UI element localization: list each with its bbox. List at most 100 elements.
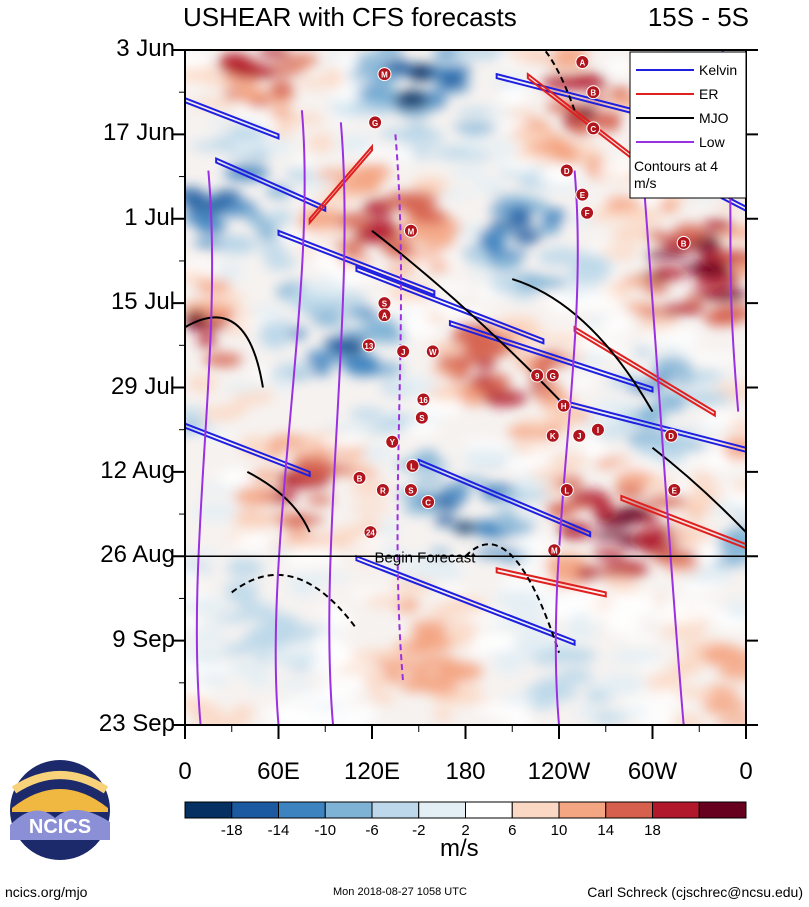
shear-cell [686, 380, 713, 390]
shear-cell [285, 551, 312, 569]
shear-cell [198, 715, 237, 725]
legend-low-label: Low [699, 134, 726, 150]
shear-cell [349, 589, 387, 598]
legend: Kelvin ER MJO Low Contours at 4 m/s [629, 51, 747, 199]
shear-cell [223, 660, 264, 676]
shear-cell [509, 332, 543, 347]
shear-cell [682, 624, 707, 635]
storm-marker: C [421, 495, 436, 510]
shear-cell [671, 716, 709, 725]
shear-cell [264, 648, 312, 665]
shear-cell [185, 569, 204, 582]
shear-cell [428, 604, 461, 620]
storm-marker: S [377, 296, 392, 311]
shear-cell [640, 403, 686, 413]
shear-cell [576, 291, 623, 312]
shear-cell [258, 321, 286, 331]
shear-cell [328, 710, 373, 722]
shear-cell [452, 521, 478, 534]
storm-marker: G [368, 115, 383, 130]
contour-er [495, 567, 607, 598]
shear-cell [434, 146, 472, 160]
colorbar-swatch [371, 801, 420, 819]
shear-cell [232, 705, 256, 719]
shear-cell [699, 354, 739, 363]
shear-cell [327, 641, 349, 651]
colorbar-swatch [605, 801, 653, 819]
footer-url[interactable]: ncics.org/mjo [5, 884, 88, 900]
shear-cell [347, 308, 369, 319]
shear-cell [643, 673, 683, 691]
shear-cell [481, 390, 528, 407]
shear-cell [185, 597, 229, 615]
contour-mjo [185, 316, 264, 388]
storm-label: 16 [419, 396, 428, 405]
legend-mjo-label: MJO [699, 110, 729, 126]
shear-cell [309, 532, 347, 547]
shear-cell [412, 475, 447, 485]
shear-cell [528, 277, 569, 290]
shear-cell [439, 72, 466, 89]
colorbar-swatch [652, 801, 700, 819]
shear-cell [541, 208, 567, 224]
shear-cell [451, 122, 499, 131]
storm-label: M [381, 71, 388, 80]
storm-marker: B [586, 85, 601, 100]
shear-cell [645, 477, 675, 494]
shear-cell [661, 304, 706, 315]
storm-marker: D [559, 163, 574, 178]
shear-cell [500, 158, 541, 172]
shear-cell [369, 692, 397, 705]
shear-cell [634, 409, 665, 428]
shear-cell [663, 600, 688, 611]
shear-cell [463, 439, 508, 450]
shear-cell [426, 261, 450, 272]
x-tick-label: 60W [627, 758, 678, 785]
storm-marker: F [580, 205, 595, 220]
shear-cell [305, 349, 338, 367]
shear-cell [328, 343, 351, 354]
shear-cell [341, 422, 374, 431]
contour-low [554, 170, 579, 725]
legend-kelvin-label: Kelvin [699, 62, 737, 78]
colorbar-tick-label: 2 [461, 822, 470, 839]
region-label: 15S - 5S [647, 2, 749, 32]
colorbar [184, 801, 747, 819]
chart-title: USHEAR with CFS forecasts [183, 2, 517, 32]
colorbar-tick-label: 14 [597, 822, 615, 839]
storm-label: D [564, 167, 570, 176]
shear-cell [203, 353, 243, 367]
shear-cell [225, 402, 250, 414]
shear-cell [455, 107, 493, 117]
storm-label: A [382, 312, 388, 321]
shear-cell [248, 670, 271, 688]
shear-cell [198, 618, 231, 627]
storm-marker: 16 [416, 392, 431, 407]
shear-cell [249, 307, 287, 318]
y-tick-label: 26 Aug [100, 541, 175, 569]
storm-label: J [577, 432, 581, 441]
shear-cell [243, 209, 264, 220]
shear-cell [470, 271, 500, 280]
shear-cell [598, 160, 634, 180]
shear-cell [389, 147, 415, 162]
storm-marker: 24 [363, 525, 378, 540]
shear-cell [580, 437, 603, 453]
storm-marker: I [590, 422, 605, 437]
shear-cell [482, 140, 516, 151]
shear-cell [706, 643, 742, 662]
contour-low [328, 122, 346, 725]
shear-cell [501, 490, 550, 502]
x-tick-label: 60E [257, 758, 300, 785]
shear-cell [394, 554, 432, 566]
y-tick-label: 3 Jun [116, 35, 175, 62]
shear-cell [651, 266, 687, 280]
shear-cell [374, 656, 414, 669]
shear-cell [662, 327, 700, 348]
shear-cell [190, 629, 228, 644]
shear-cell [381, 667, 404, 684]
shear-cell [460, 387, 485, 407]
shear-cell [498, 519, 535, 535]
shear-cell [710, 687, 741, 696]
shear-cell [185, 271, 210, 283]
